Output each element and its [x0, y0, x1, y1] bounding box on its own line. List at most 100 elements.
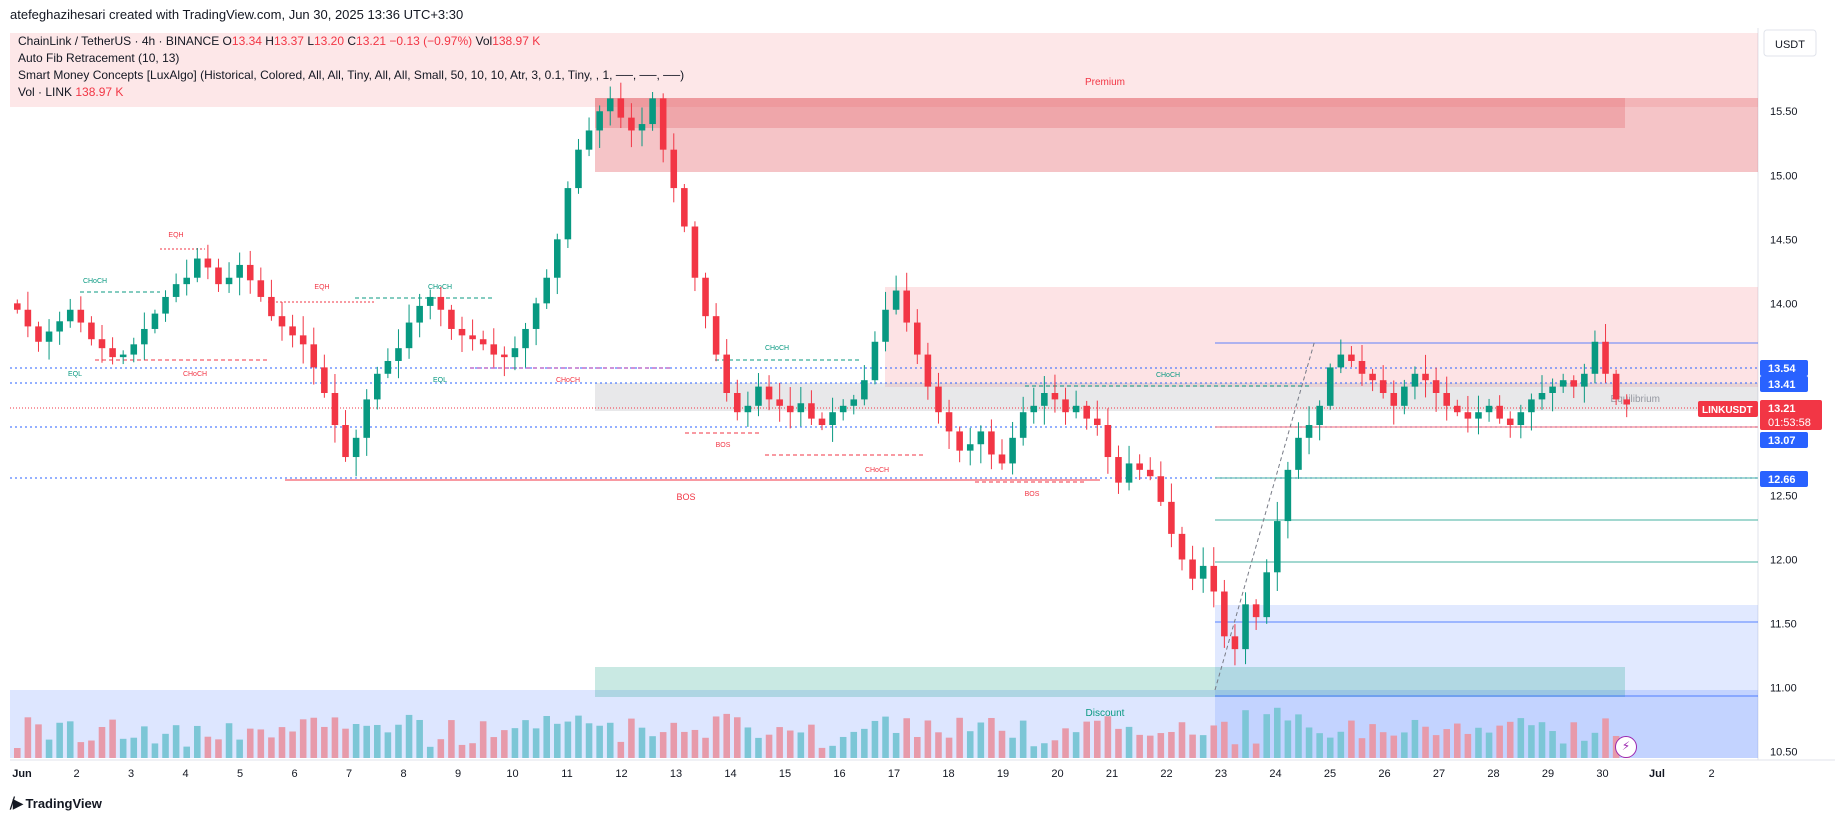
volume-bar-102: [1094, 720, 1101, 758]
x-tick-15: 16: [833, 768, 845, 780]
x-tick-29: 30: [1596, 768, 1608, 780]
candle-body-63: [681, 188, 688, 227]
candle-body-83: [892, 290, 900, 310]
volume-bar-47: [511, 728, 519, 758]
candle-body-30: [331, 393, 339, 426]
candle-body-134: [1432, 380, 1440, 393]
volume-bar-82: [882, 716, 889, 758]
candle-body-49: [532, 303, 540, 329]
candle-body-43: [469, 335, 476, 340]
candle-body-21: [236, 264, 243, 278]
candle-body-118: [1263, 572, 1270, 618]
price-axis[interactable]: 15.50 15.00 14.50 14.00 12.50 12.00 11.50 11.00…: [1770, 106, 1798, 758]
volume-bar-120: [1284, 720, 1292, 758]
candle-body-8: [98, 339, 106, 349]
tag-13-07-bg: [1760, 432, 1808, 448]
x-tick-26: 27: [1433, 768, 1445, 780]
volume-bar-66: [712, 716, 720, 758]
volume-bar-18: [204, 736, 212, 758]
legend-indicator-fib[interactable]: Auto Fib Retracement (10, 13): [18, 51, 180, 65]
x-tick-24: 25: [1324, 768, 1336, 780]
volume-bar-49: [532, 728, 540, 758]
zone-label-equilibrium: Equilibrium: [1611, 394, 1660, 405]
candle-body-145: [1549, 386, 1556, 393]
volume-bar-138: [1475, 727, 1482, 758]
candle-body-14: [162, 296, 169, 314]
volume-bar-50: [543, 715, 550, 758]
candle-body-106: [1136, 463, 1143, 470]
label-eqh-1: EQH: [168, 232, 183, 239]
candle-body-109: [1168, 501, 1175, 534]
candle-body-15: [172, 284, 180, 297]
x-tick-31: 2: [1708, 768, 1714, 780]
volume-bar-62: [670, 722, 678, 758]
candle-body-140: [1496, 405, 1503, 419]
volume-bar-85: [914, 736, 921, 758]
x-tick-27: 28: [1487, 768, 1499, 780]
volume-bar-0: [14, 748, 21, 758]
legend-indicator-smc[interactable]: Smart Money Concepts [LuxAlgo] (Historic…: [18, 68, 685, 82]
legend-symbol[interactable]: ChainLink / TetherUS · 4h · BINANCE: [18, 34, 220, 48]
tag-current-price: 13.21: [1768, 403, 1796, 415]
volume-bar-61: [659, 732, 667, 758]
candle-body-11: [130, 344, 138, 355]
candle-body-137: [1464, 412, 1472, 419]
volume-bar-70: [755, 737, 762, 758]
time-axis[interactable]: Jun 2 3 4 5 6 7 8 9 10 11 12 13 14 15 16 17 18 19 20 21 22 23 2…: [12, 768, 1714, 780]
volume-bar-108: [1157, 733, 1165, 758]
candle-body-3: [45, 331, 53, 342]
volume-bar-65: [702, 737, 709, 758]
volume-bar-11: [130, 737, 138, 758]
candle-body-111: [1189, 559, 1196, 579]
x-tick-3: 4: [182, 768, 188, 780]
volume-bar-72: [776, 727, 783, 758]
y-tick-7: 11.00: [1770, 683, 1797, 695]
volume-bar-116: [1242, 710, 1249, 758]
candle-body-66: [712, 316, 720, 355]
volume-bar-111: [1189, 734, 1196, 758]
volume-bar-148: [1581, 740, 1588, 758]
legend-indicator-vol[interactable]: Vol · LINK 138.97 K: [18, 84, 684, 101]
currency-box[interactable]: [1763, 29, 1817, 57]
volume-bar-100: [1072, 732, 1080, 758]
tag-current-bg: [1760, 400, 1822, 430]
legend-vol-value: 138.97 K: [75, 85, 124, 99]
candle-body-51: [554, 239, 561, 278]
candle-body-47: [511, 348, 519, 358]
volume-bar-121: [1295, 714, 1302, 758]
candle-body-41: [448, 309, 455, 329]
candle-body-139: [1485, 405, 1493, 413]
x-tick-17: 18: [942, 768, 954, 780]
candle-body-84: [903, 290, 910, 323]
candle-body-68: [734, 393, 741, 413]
tradingview-brand[interactable]: ⧸▶ TradingView: [10, 795, 102, 812]
volume-bar-134: [1432, 735, 1440, 758]
volume-bar-64: [691, 729, 699, 758]
lightning-icon[interactable]: ⚡: [1615, 736, 1637, 758]
volume-bar-129: [1379, 732, 1387, 758]
candle-body-26: [289, 326, 296, 336]
volume-bar-84: [903, 718, 910, 758]
x-tick-2: 3: [128, 768, 134, 780]
candle-body-120: [1284, 469, 1292, 522]
volume-bar-113: [1210, 725, 1218, 758]
volume-bar-2: [35, 724, 42, 758]
volume-bar-41: [448, 720, 455, 758]
volume-bar-149: [1591, 732, 1599, 758]
volume-bar-125: [1337, 731, 1345, 758]
x-tick-22: 23: [1215, 768, 1227, 780]
candle-body-131: [1401, 386, 1408, 406]
candle-body-85: [914, 322, 921, 355]
volume-bar-68: [734, 717, 741, 758]
candle-body-108: [1157, 476, 1165, 502]
candle-body-151: [1612, 373, 1620, 400]
volume-bars: [14, 707, 1630, 758]
volume-bar-48: [522, 720, 529, 758]
candle-body-23: [257, 280, 265, 297]
candle-body-34: [374, 373, 381, 400]
candle-body-97: [1041, 393, 1048, 406]
volume-bar-109: [1168, 731, 1175, 758]
volume-bar-39: [426, 746, 434, 758]
candle-body-141: [1506, 418, 1514, 426]
